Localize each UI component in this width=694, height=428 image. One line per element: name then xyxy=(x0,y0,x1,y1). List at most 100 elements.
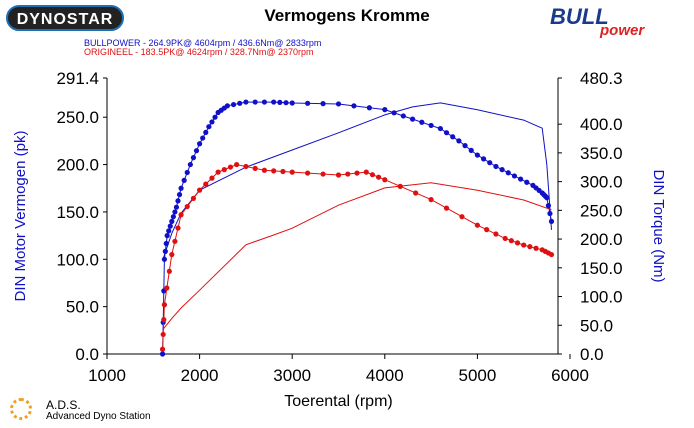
data-point xyxy=(169,218,175,224)
data-point xyxy=(190,155,197,161)
data-point xyxy=(161,302,168,308)
data-point xyxy=(203,129,209,135)
data-point xyxy=(468,147,474,153)
x-tick-label: 2000 xyxy=(181,366,219,385)
data-point xyxy=(443,130,450,136)
y2-tick-label: 100.0 xyxy=(580,288,623,307)
data-point xyxy=(474,152,480,158)
series-line-2 xyxy=(162,164,552,350)
data-point xyxy=(227,164,234,170)
x-tick-label: 4000 xyxy=(366,366,404,385)
data-point xyxy=(159,346,166,352)
data-point xyxy=(502,235,508,242)
bullpower-logo: BULL power xyxy=(550,4,660,46)
chart-title: Vermogens Kromme xyxy=(264,6,430,25)
x-axis-label: Toerental (rpm) xyxy=(284,393,392,410)
series-line-1 xyxy=(162,102,552,261)
data-point xyxy=(206,124,212,130)
y-tick-label: 200.0 xyxy=(56,156,99,175)
data-point xyxy=(166,228,172,234)
data-point xyxy=(456,138,462,144)
y2-tick-label: 250.0 xyxy=(580,201,623,220)
data-point xyxy=(369,172,376,178)
data-point xyxy=(164,285,170,291)
data-point xyxy=(437,125,443,132)
data-point xyxy=(261,167,268,173)
data-point xyxy=(480,156,487,162)
y2-tick-label: 480.3 xyxy=(580,69,623,88)
data-point xyxy=(271,99,277,105)
data-point xyxy=(234,161,240,168)
data-point xyxy=(443,205,450,211)
data-point xyxy=(527,244,533,250)
data-point xyxy=(518,176,524,182)
data-point xyxy=(164,233,170,239)
x-tick-label: 1000 xyxy=(88,366,126,385)
data-point xyxy=(351,103,357,109)
data-point xyxy=(413,190,419,196)
data-point xyxy=(166,268,172,274)
y-tick-label: 50.0 xyxy=(66,298,99,317)
data-point xyxy=(197,187,203,193)
data-point xyxy=(382,177,388,183)
y-tick-label: 150.0 xyxy=(56,203,99,222)
data-point xyxy=(277,99,283,105)
y2-tick-label: 400.0 xyxy=(580,115,623,134)
data-point xyxy=(428,122,434,129)
data-point xyxy=(484,227,490,233)
data-point xyxy=(175,225,181,231)
data-point xyxy=(459,214,465,220)
series-line-0 xyxy=(162,101,552,355)
data-point xyxy=(376,174,382,180)
data-point xyxy=(184,203,190,210)
data-point xyxy=(187,161,193,168)
data-point xyxy=(252,99,258,105)
ads-title: A.D.S. xyxy=(46,398,81,412)
data-point xyxy=(159,351,166,357)
data-point xyxy=(305,100,311,106)
data-point xyxy=(289,100,295,106)
data-point xyxy=(212,114,218,120)
data-point xyxy=(514,240,521,246)
data-point xyxy=(215,169,221,175)
data-point xyxy=(178,212,184,218)
data-point xyxy=(193,148,200,154)
y2-tick-label: 350.0 xyxy=(580,144,623,163)
y-tick-label: 291.4 xyxy=(56,69,99,88)
data-point xyxy=(505,170,511,176)
data-point xyxy=(533,245,539,251)
data-point xyxy=(366,105,372,111)
y-tick-label: 250.0 xyxy=(56,108,99,127)
data-point xyxy=(548,218,555,224)
x-tick-label: 5000 xyxy=(458,366,496,385)
data-point xyxy=(169,251,175,258)
data-point xyxy=(172,238,178,244)
data-point xyxy=(197,141,203,147)
data-point xyxy=(320,171,326,177)
data-point xyxy=(175,198,181,204)
data-point xyxy=(400,113,406,119)
y-axis-label: DIN Motor Vermogen (pk) xyxy=(12,131,29,302)
data-point xyxy=(221,167,227,173)
data-point xyxy=(261,99,268,105)
data-point xyxy=(499,167,505,173)
data-point xyxy=(178,185,184,191)
data-point xyxy=(428,197,434,203)
data-point xyxy=(354,170,360,176)
ads-emblem-icon xyxy=(10,398,32,420)
data-point xyxy=(320,101,326,107)
data-point xyxy=(176,191,183,198)
data-point xyxy=(345,171,351,177)
x-tick-label: 3000 xyxy=(273,366,311,385)
legend-origineel: ORIGINEEL - 183.5PK@ 4624rpm / 328.7Nm@ … xyxy=(84,47,314,57)
data-point xyxy=(237,100,243,106)
y2-axis-label: DIN Torque (Nm) xyxy=(650,169,667,282)
data-point xyxy=(493,163,499,170)
data-point xyxy=(200,135,206,141)
data-point xyxy=(224,103,230,109)
data-point xyxy=(209,119,215,125)
data-point xyxy=(508,238,514,244)
brand-sub-text: power xyxy=(600,22,645,39)
data-point xyxy=(172,209,178,215)
